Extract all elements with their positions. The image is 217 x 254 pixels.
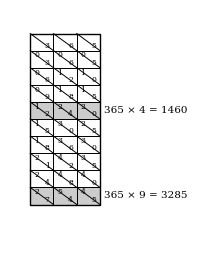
Bar	[77, 187, 100, 204]
Bar	[53, 68, 77, 85]
Text: 4: 4	[45, 179, 50, 187]
Text: 0: 0	[81, 52, 85, 59]
Text: 2: 2	[68, 76, 73, 84]
Text: 5: 5	[91, 127, 96, 135]
Text: 0: 0	[57, 52, 62, 59]
Bar	[53, 119, 77, 136]
Text: 2: 2	[81, 120, 85, 128]
Text: 4: 4	[81, 171, 85, 179]
Bar	[53, 85, 77, 102]
Text: 7: 7	[45, 196, 50, 204]
Text: 6: 6	[68, 145, 73, 152]
Text: 5: 5	[45, 127, 50, 135]
Text: 4: 4	[68, 110, 73, 118]
Bar	[77, 68, 100, 85]
Text: 1: 1	[81, 86, 85, 94]
Text: 3: 3	[45, 42, 50, 50]
Bar	[30, 51, 53, 68]
Text: 5: 5	[91, 196, 96, 204]
Bar	[77, 102, 100, 119]
Bar	[30, 153, 53, 170]
Text: 0: 0	[68, 127, 73, 135]
Text: 0: 0	[91, 145, 96, 152]
Text: 2: 2	[68, 162, 73, 169]
Text: 5: 5	[91, 59, 96, 67]
Bar	[77, 170, 100, 187]
Text: 1: 1	[57, 86, 62, 94]
Text: 6: 6	[45, 76, 50, 84]
Text: 3: 3	[57, 120, 62, 128]
Bar	[30, 34, 53, 51]
Bar	[53, 102, 77, 119]
Bar	[53, 153, 77, 170]
Text: 365 × 4 = 1460: 365 × 4 = 1460	[104, 106, 187, 115]
Bar	[30, 119, 53, 136]
Text: 5: 5	[91, 42, 96, 50]
Text: 1: 1	[57, 69, 62, 76]
Text: 0: 0	[91, 179, 96, 187]
Text: 1: 1	[45, 162, 50, 169]
Text: 4: 4	[81, 188, 85, 196]
Text: 2: 2	[34, 171, 39, 179]
Text: 5: 5	[91, 93, 96, 101]
Text: 2: 2	[57, 103, 62, 111]
Text: 3: 3	[81, 154, 85, 162]
Text: 1: 1	[34, 137, 39, 145]
Bar	[77, 136, 100, 153]
Text: 2: 2	[45, 110, 50, 118]
Text: 3: 3	[57, 137, 62, 145]
Text: 6: 6	[68, 42, 73, 50]
Bar	[77, 34, 100, 51]
Bar	[30, 68, 53, 85]
Text: 8: 8	[68, 93, 73, 101]
Text: 1: 1	[34, 103, 39, 111]
Text: 2: 2	[34, 188, 39, 196]
Text: 4: 4	[68, 196, 73, 204]
Bar	[30, 136, 53, 153]
Text: 2: 2	[81, 103, 85, 111]
Bar	[77, 85, 100, 102]
Bar	[53, 51, 77, 68]
Bar	[53, 187, 77, 204]
Text: 5: 5	[91, 162, 96, 169]
Bar	[30, 102, 53, 119]
Text: 365 × 9 = 3285: 365 × 9 = 3285	[104, 192, 187, 200]
Text: 5: 5	[57, 188, 62, 196]
Text: 6: 6	[68, 59, 73, 67]
Bar	[30, 34, 100, 204]
Bar	[53, 34, 77, 51]
Bar	[30, 85, 53, 102]
Text: 8: 8	[68, 179, 73, 187]
Bar	[30, 170, 53, 187]
Text: 0: 0	[34, 86, 39, 94]
Bar	[77, 51, 100, 68]
Text: 0: 0	[91, 110, 96, 118]
Text: 3: 3	[45, 59, 50, 67]
Text: 0: 0	[34, 52, 39, 59]
Text: 0: 0	[34, 69, 39, 76]
Bar	[30, 187, 53, 204]
Text: 2: 2	[34, 154, 39, 162]
Bar	[53, 170, 77, 187]
Text: 3: 3	[81, 137, 85, 145]
Text: 9: 9	[45, 93, 50, 101]
Text: 8: 8	[45, 145, 50, 152]
Text: 1: 1	[34, 120, 39, 128]
Text: 4: 4	[57, 171, 62, 179]
Bar	[77, 119, 100, 136]
Text: 0: 0	[91, 76, 96, 84]
Text: 4: 4	[57, 154, 62, 162]
Text: 1: 1	[81, 69, 85, 76]
Bar	[53, 136, 77, 153]
Bar	[77, 153, 100, 170]
